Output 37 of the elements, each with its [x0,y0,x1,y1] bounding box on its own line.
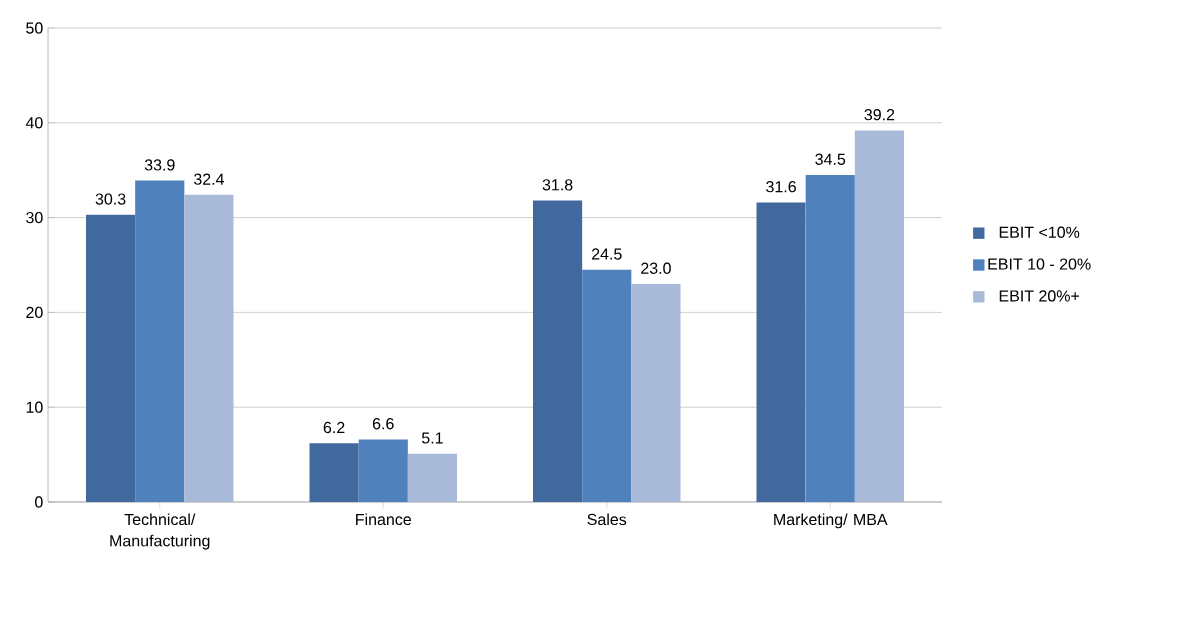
data-label: 32.4 [193,173,225,185]
bar [309,443,359,502]
data-label: 23.0 [641,262,671,274]
bar [631,283,681,502]
bar [184,194,234,502]
data-label: 39.2 [864,109,895,121]
bar [805,174,855,502]
bar [533,200,583,502]
x-tick-label: Technical/ Manufacturing [110,513,210,550]
y-tick-label: 0 [35,496,43,508]
data-label: 24.5 [591,248,622,260]
bar [854,130,905,502]
data-label: 33.9 [144,159,175,171]
data-label: 5.1 [421,432,443,444]
x-tick-label: Finance [356,513,411,526]
x-tick-label: Sales [587,513,627,526]
y-tick-label: 40 [25,117,43,129]
bar [135,180,185,502]
bar [756,202,806,502]
bar [86,214,136,502]
data-label: 34.5 [815,153,846,165]
data-label: 6.6 [372,418,394,430]
data-label: 31.6 [766,181,796,193]
y-tick-label: 10 [26,401,43,413]
y-tick-label: 20 [26,306,43,319]
data-label: 30.3 [95,193,126,205]
bar [407,453,458,502]
legend-label: EBIT 20%+ [999,290,1080,302]
data-label: 6.2 [323,421,345,434]
x-tick-label: Marketing/ MBA [774,513,888,529]
bar [582,269,632,502]
y-tick-label: 50 [26,22,43,34]
bar [358,439,408,502]
legend-label: EBIT 10 - 20% [988,258,1091,270]
y-tick-label: 30 [26,211,43,224]
data-label: 31.8 [542,179,573,191]
legend-label: EBIT <10% [999,226,1080,238]
